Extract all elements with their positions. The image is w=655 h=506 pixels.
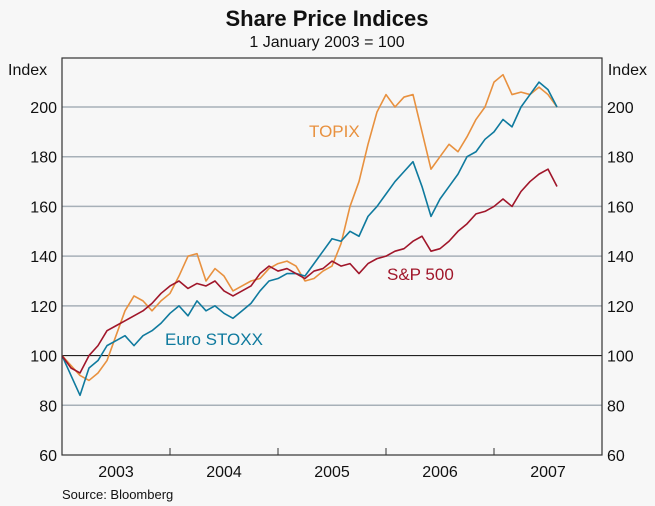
y-tick-label-right: 160 (607, 199, 634, 216)
x-tick-label: 2007 (530, 464, 566, 481)
plot-frame (61, 57, 603, 456)
chart-subtitle: 1 January 2003 = 100 (249, 34, 404, 51)
source-note: Source: Bloomberg (62, 487, 173, 502)
y-tick-label-left: 100 (30, 349, 57, 366)
y-tick-label-right: 180 (607, 150, 634, 167)
series-label-sp500: S&P 500 (387, 265, 454, 284)
y-tick-label-right: 80 (607, 398, 625, 415)
series-line-euro-stoxx (61, 81, 558, 397)
series-line-s-p-500 (61, 168, 558, 374)
x-tick-label: 2004 (206, 464, 242, 481)
y-tick-label-left: 60 (39, 448, 57, 465)
y-axis-label-right: Index (608, 62, 647, 79)
y-tick-label-left: 140 (30, 249, 57, 266)
y-tick-label-right: 140 (607, 249, 634, 266)
y-axis-label-left: Index (8, 62, 47, 79)
y-tick-label-right: 60 (607, 448, 625, 465)
y-tick-label-left: 160 (30, 199, 57, 216)
y-tick-label-left: 200 (30, 100, 57, 117)
x-tick-label: 2006 (422, 464, 458, 481)
series-label-topix: TOPIX (309, 122, 360, 141)
y-tick-label-left: 120 (30, 299, 57, 316)
y-tick-label-right: 200 (607, 100, 634, 117)
y-tick-label-left: 80 (39, 398, 57, 415)
x-tick-label: 2005 (314, 464, 350, 481)
x-tick-label: 2003 (98, 464, 134, 481)
y-tick-label-left: 180 (30, 150, 57, 167)
y-tick-label-right: 120 (607, 299, 634, 316)
series-line-topix (61, 73, 558, 382)
y-tick-label-right: 100 (607, 349, 634, 366)
chart-title: Share Price Indices (226, 6, 429, 31)
series-label-euro-stoxx: Euro STOXX (165, 330, 263, 349)
